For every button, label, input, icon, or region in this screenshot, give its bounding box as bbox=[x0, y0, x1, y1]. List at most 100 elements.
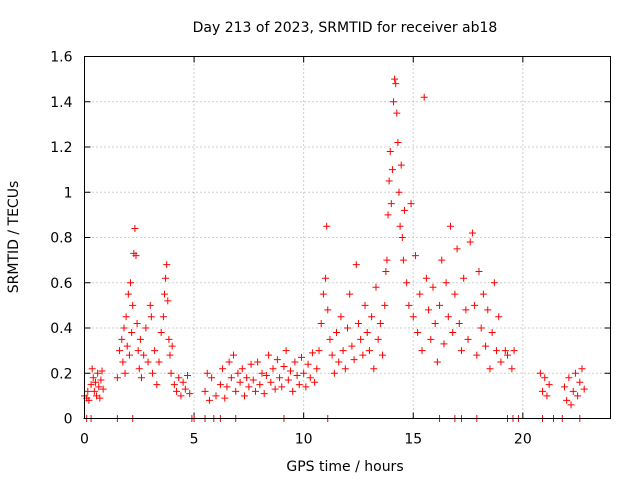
data-point bbox=[335, 358, 343, 366]
data-point bbox=[265, 351, 273, 359]
data-point bbox=[269, 365, 277, 373]
data-point bbox=[350, 356, 358, 364]
data-point bbox=[322, 274, 330, 282]
data-point bbox=[341, 365, 349, 373]
x-tick-label: 5 bbox=[190, 432, 199, 448]
data-point bbox=[129, 301, 137, 309]
data-point bbox=[317, 319, 325, 327]
data-point bbox=[173, 387, 181, 395]
data-point bbox=[304, 360, 312, 368]
data-point bbox=[384, 211, 392, 219]
data-point bbox=[96, 394, 104, 402]
data-point bbox=[363, 329, 371, 337]
data-point bbox=[453, 245, 461, 253]
data-point bbox=[137, 374, 145, 382]
data-point bbox=[368, 313, 376, 321]
data-point bbox=[160, 290, 168, 298]
data-point bbox=[323, 222, 331, 230]
data-point bbox=[132, 252, 140, 260]
data-point bbox=[175, 374, 183, 382]
data-point bbox=[165, 335, 173, 343]
data-point bbox=[89, 374, 97, 382]
data-point bbox=[376, 319, 384, 327]
data-point bbox=[497, 358, 505, 366]
y-tick-label: 0.4 bbox=[50, 321, 72, 337]
data-point bbox=[374, 335, 382, 343]
data-point bbox=[315, 347, 323, 355]
data-point bbox=[397, 161, 405, 169]
chart-title: Day 213 of 2023, SRMTID for receiver ab1… bbox=[193, 20, 498, 36]
data-point bbox=[466, 238, 474, 246]
data-point bbox=[563, 396, 571, 404]
data-point bbox=[433, 358, 441, 366]
data-point bbox=[181, 385, 189, 393]
y-tick-label: 1.6 bbox=[50, 50, 72, 66]
data-point bbox=[393, 109, 401, 117]
data-point bbox=[251, 387, 259, 395]
data-point bbox=[473, 351, 481, 359]
data-point bbox=[495, 313, 503, 321]
data-point bbox=[136, 335, 144, 343]
data-point bbox=[436, 301, 444, 309]
data-point bbox=[170, 381, 178, 389]
data-point bbox=[574, 392, 582, 400]
data-point bbox=[395, 188, 403, 196]
data-point bbox=[166, 351, 174, 359]
data-point bbox=[361, 301, 369, 309]
data-point bbox=[302, 383, 310, 391]
data-point bbox=[84, 387, 92, 395]
data-point bbox=[403, 279, 411, 287]
data-point bbox=[449, 329, 457, 337]
data-point bbox=[95, 383, 103, 391]
data-point bbox=[116, 347, 124, 355]
data-point bbox=[431, 319, 439, 327]
data-point bbox=[370, 365, 378, 373]
data-point bbox=[580, 385, 588, 393]
data-points bbox=[81, 75, 588, 422]
data-point bbox=[578, 365, 586, 373]
data-point bbox=[447, 222, 455, 230]
data-point bbox=[409, 313, 417, 321]
data-point bbox=[475, 267, 483, 275]
data-point bbox=[97, 376, 105, 384]
data-point bbox=[164, 297, 172, 305]
data-point bbox=[291, 358, 299, 366]
data-point bbox=[346, 290, 354, 298]
data-point bbox=[560, 383, 568, 391]
data-point bbox=[471, 301, 479, 309]
data-point bbox=[422, 274, 430, 282]
data-point bbox=[254, 358, 262, 366]
data-point bbox=[278, 383, 286, 391]
data-point bbox=[256, 381, 264, 389]
data-point bbox=[297, 353, 305, 361]
data-point bbox=[238, 365, 246, 373]
x-tick-label: 20 bbox=[514, 432, 532, 448]
plot-frame bbox=[84, 56, 611, 419]
data-point bbox=[258, 369, 266, 377]
data-point bbox=[131, 224, 139, 232]
y-tick-label: 0.8 bbox=[50, 231, 72, 247]
data-point bbox=[477, 324, 485, 332]
data-point bbox=[398, 234, 406, 241]
data-point bbox=[460, 274, 468, 282]
grid bbox=[84, 56, 611, 419]
data-point bbox=[462, 306, 470, 314]
data-point bbox=[457, 347, 465, 355]
data-point bbox=[372, 283, 380, 291]
data-point bbox=[468, 229, 476, 237]
data-point bbox=[271, 385, 279, 393]
data-point bbox=[121, 369, 129, 377]
data-point bbox=[427, 335, 435, 343]
data-point bbox=[405, 301, 413, 309]
data-point bbox=[394, 138, 402, 146]
data-point bbox=[541, 374, 549, 382]
data-point bbox=[162, 274, 170, 282]
data-point bbox=[127, 279, 135, 287]
data-point bbox=[135, 365, 143, 373]
data-point bbox=[387, 200, 395, 208]
data-point bbox=[179, 378, 187, 386]
data-point bbox=[569, 387, 577, 395]
data-point bbox=[113, 374, 121, 382]
data-point bbox=[168, 342, 176, 350]
y-tick-label: 1.2 bbox=[50, 140, 72, 156]
